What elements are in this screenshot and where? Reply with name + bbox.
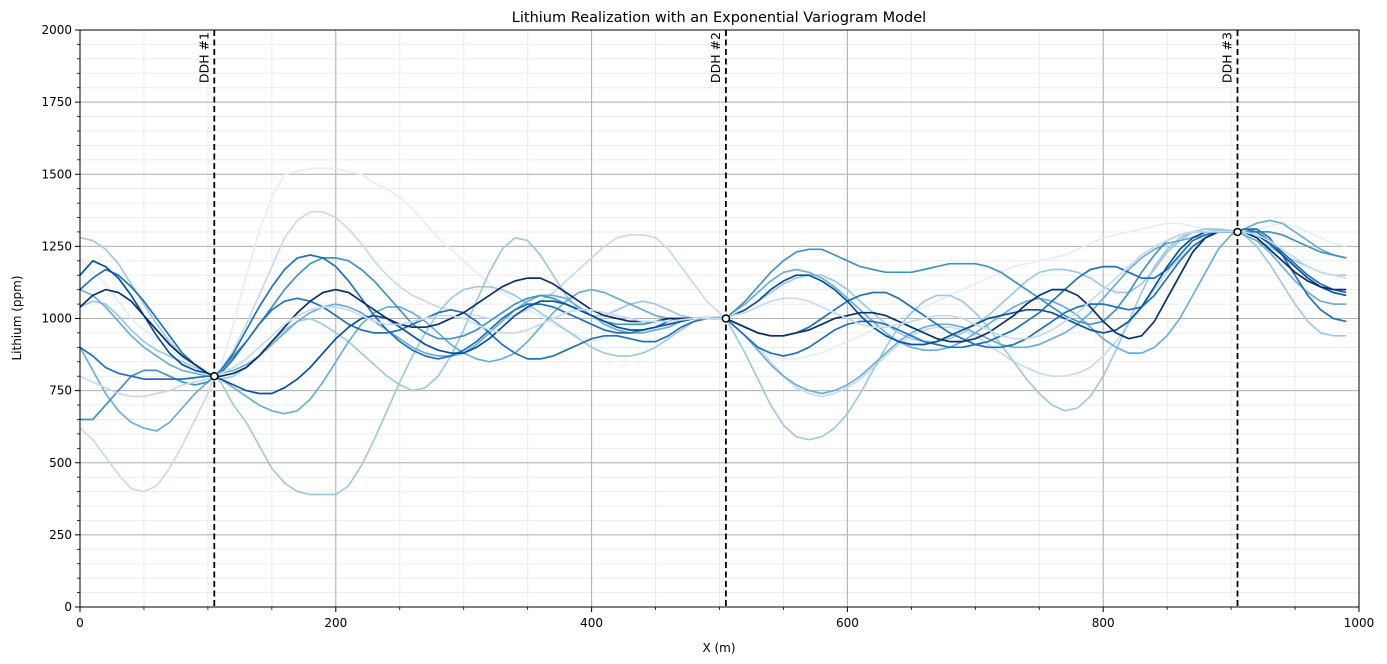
x-axis-label: X (m)	[702, 641, 735, 655]
y-tick-label: 750	[49, 384, 72, 398]
axis-ticks: 0 250 500 750 1000 1250 1500 1750 2000 0 200 400 600…	[41, 23, 1374, 630]
x-tick-label: 800	[1092, 616, 1115, 630]
x-tick-label: 400	[580, 616, 603, 630]
realization-line-3	[79, 228, 1347, 496]
y-axis-label: Lithium (ppm)	[10, 275, 24, 360]
x-tick-label: 200	[324, 616, 347, 630]
drillhole-label-2: DDH #2	[708, 32, 723, 83]
drillhole-markers: DDH #1 DDH #2 DDH #3	[196, 30, 1242, 607]
y-tick-label: 1750	[41, 95, 72, 109]
y-tick-label: 1000	[41, 312, 72, 326]
y-tick-label: 2000	[41, 23, 72, 37]
x-tick-label: 0	[76, 616, 84, 630]
y-tick-label: 500	[49, 456, 72, 470]
x-tick-label: 600	[836, 616, 859, 630]
drillhole-sample-point-3	[1233, 227, 1242, 237]
x-tick-label: 1000	[1344, 616, 1375, 630]
realization-lines	[79, 167, 1347, 496]
drillhole-sample-point-2	[721, 314, 731, 323]
y-tick-label: 1500	[41, 167, 72, 181]
y-tick-label: 250	[49, 528, 72, 542]
y-tick-label: 0	[64, 600, 72, 614]
y-tick-label: 1250	[41, 239, 72, 253]
realization-line-12	[79, 231, 1347, 398]
drillhole-label-3: DDH #3	[1219, 32, 1234, 83]
chart-title: Lithium Realization with an Exponential …	[512, 10, 926, 26]
drillhole-sample-point-1	[210, 371, 219, 381]
drillhole-label-1: DDH #1	[196, 32, 211, 83]
